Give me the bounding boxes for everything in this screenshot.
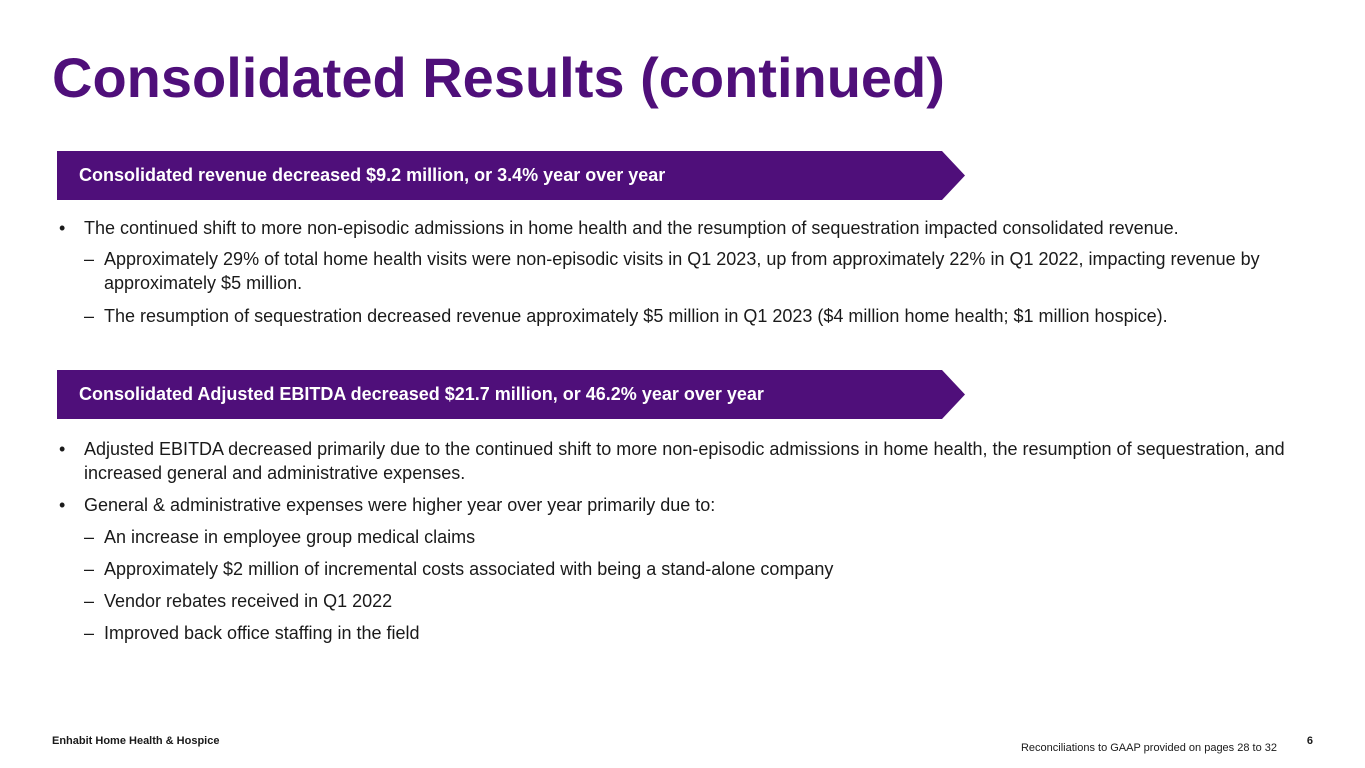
dash-marker: – [84,623,95,643]
bullet-text: General & administrative expenses were h… [84,495,716,515]
sub-item-text: Improved back office staffing in the fie… [104,623,420,643]
sub-item-text: Vendor rebates received in Q1 2022 [104,591,393,611]
ebitda-banner: Consolidated Adjusted EBITDA decreased $… [57,370,965,419]
bullet-text: The continued shift to more non-episodic… [84,218,1179,238]
bullet-marker: • [59,218,66,238]
list-item: – Approximately 29% of total home health… [59,247,1319,295]
sub-item-text: Approximately 29% of total home health v… [104,249,1260,293]
list-item: – Vendor rebates received in Q1 2022 [59,589,1319,613]
sub-item-text: The resumption of sequestration decrease… [104,306,1168,326]
footer-company-name: Enhabit Home Health & Hospice [52,735,220,747]
list-item: • Adjusted EBITDA decreased primarily du… [59,437,1319,485]
dash-marker: – [84,249,95,269]
list-item: – Approximately $2 million of incrementa… [59,557,1319,581]
revenue-banner-text: Consolidated revenue decreased $9.2 mill… [79,165,666,185]
bullet-marker: • [59,439,66,459]
list-item: • General & administrative expenses were… [59,493,1319,517]
bullet-marker: • [59,495,66,515]
list-item: – Improved back office staffing in the f… [59,621,1319,645]
dash-marker: – [84,306,95,326]
dash-marker: – [84,527,95,547]
list-item: – An increase in employee group medical … [59,525,1319,549]
bullet-text: Adjusted EBITDA decreased primarily due … [84,439,1285,483]
page-number: 6 [1306,735,1313,747]
list-item: • The continued shift to more non-episod… [59,216,1319,240]
sub-item-text: Approximately $2 million of incremental … [104,559,834,579]
dash-marker: – [84,591,95,611]
list-item: – The resumption of sequestration decrea… [59,304,1319,328]
footer-reconciliation-note: Reconciliations to GAAP provided on page… [1020,742,1277,754]
ebitda-bullet-list: • Adjusted EBITDA decreased primarily du… [59,437,1319,645]
revenue-bullet-list: • The continued shift to more non-episod… [59,216,1319,328]
sub-item-text: An increase in employee group medical cl… [104,527,476,547]
page-title: Consolidated Results (continued) [52,46,945,109]
dash-marker: – [84,559,95,579]
revenue-banner: Consolidated revenue decreased $9.2 mill… [57,151,965,200]
ebitda-banner-text: Consolidated Adjusted EBITDA decreased $… [79,384,764,404]
